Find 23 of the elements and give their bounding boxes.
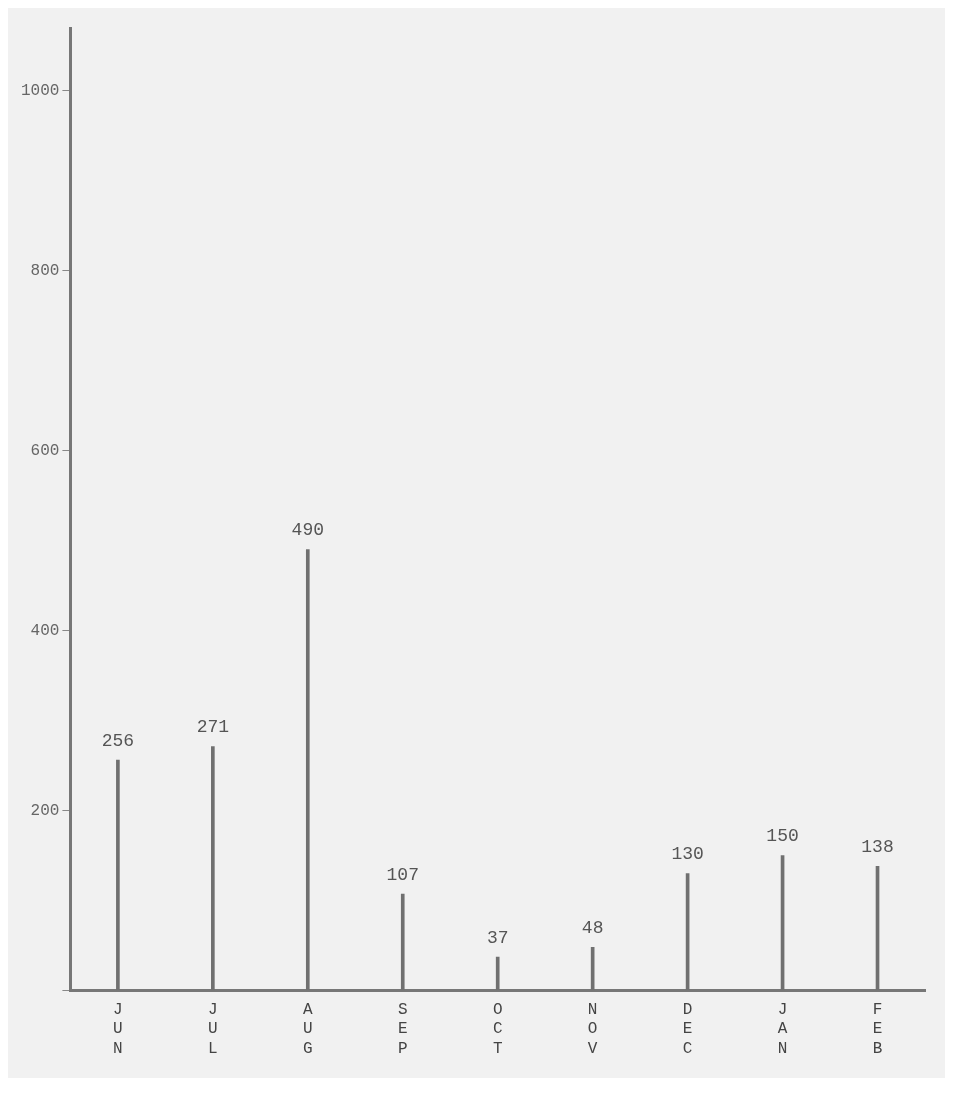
y-tick-label: 800 [30,262,60,281]
data-label: 48 [581,917,604,938]
data-label: 490 [291,520,324,541]
data-label: 37 [486,927,509,948]
x-tick-label: JUN [113,1001,123,1058]
x-tick-label: FEB [872,1001,883,1058]
x-tick-label: AUG [302,1001,313,1058]
x-tick-label: SEP [397,1001,408,1058]
data-label: 107 [386,864,419,885]
data-label: 138 [861,837,894,858]
data-label: 130 [671,844,704,865]
x-tick-label: JAN [777,1001,788,1058]
y-tick-label: 200 [30,801,60,820]
y-tick-label: 400 [30,621,60,640]
data-label: 256 [101,730,135,751]
x-tick-label: OCT [492,1001,503,1058]
y-tick-label: 600 [30,441,60,460]
x-tick-label: JUL [208,1001,218,1058]
data-label: 271 [196,717,230,738]
x-tick-label: NOV [587,1001,598,1058]
y-tick-label: 1000 [21,82,60,101]
x-tick-label: DEC [682,1001,693,1058]
data-label: 150 [766,826,799,847]
